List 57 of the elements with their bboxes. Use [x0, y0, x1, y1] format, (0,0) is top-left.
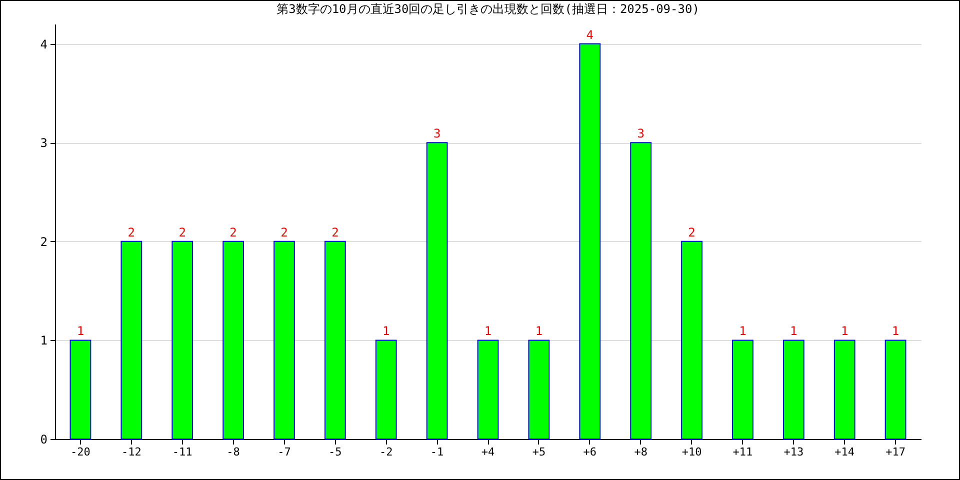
x-tick-label: +13 [784, 446, 804, 458]
data-label: 1 [76, 324, 84, 338]
bar [630, 142, 652, 440]
x-tick-label: +14 [834, 446, 855, 458]
y-tick-label: 1 [40, 334, 48, 348]
y-tick-label: 3 [40, 136, 48, 150]
x-tick-label: +4 [481, 446, 495, 458]
bar [782, 340, 804, 440]
chart-title: 第3数字の10月の直近30回の足し引きの出現数と回数(抽選日：2025-09-30) [276, 2, 700, 16]
data-label: 3 [637, 126, 644, 141]
data-label: 2 [280, 225, 288, 240]
data-label: 1 [790, 324, 798, 338]
bar [681, 240, 702, 440]
data-label: 1 [840, 324, 848, 338]
bar [528, 340, 550, 440]
bar [426, 142, 448, 440]
data-label: 1 [535, 324, 543, 338]
bar [732, 340, 754, 440]
x-tick-label: +17 [886, 446, 906, 458]
bar [477, 340, 499, 440]
bar [375, 340, 397, 440]
bar [222, 240, 244, 440]
data-label: 2 [332, 225, 339, 240]
x-tick-label: -2 [379, 446, 393, 458]
bar [579, 43, 601, 440]
data-label: 2 [128, 225, 136, 240]
data-label: 2 [230, 225, 237, 240]
bar [834, 340, 856, 440]
data-label: 2 [178, 225, 186, 240]
x-tick-label: +11 [732, 446, 753, 458]
x-tick-label: -8 [226, 446, 240, 458]
x-tick-label: +6 [583, 446, 597, 458]
x-tick-label: +5 [532, 446, 546, 458]
y-tick-label: 0 [40, 432, 48, 446]
x-tick-label: -7 [278, 446, 291, 458]
data-label: 2 [688, 225, 696, 240]
x-tick-label: -20 [70, 446, 90, 458]
data-label: 1 [382, 324, 390, 338]
x-tick-label: +8 [634, 446, 648, 458]
y-tick-label: 2 [40, 234, 48, 249]
bar [324, 240, 346, 440]
x-tick-label: -5 [328, 446, 342, 458]
data-label: 1 [892, 324, 900, 338]
data-label: 3 [433, 126, 441, 141]
x-tick-label: -12 [121, 446, 142, 458]
bar [70, 340, 92, 440]
x-tick-label: +10 [682, 446, 702, 458]
bar [120, 240, 142, 440]
bar [274, 240, 295, 440]
data-label: 4 [586, 28, 594, 42]
bar [884, 340, 906, 440]
x-tick-label: -11 [172, 446, 192, 458]
y-tick-label: 4 [40, 37, 48, 52]
data-label: 1 [484, 324, 492, 338]
bar [172, 240, 194, 440]
x-tick-label: -1 [430, 446, 444, 458]
data-label: 1 [739, 324, 746, 338]
